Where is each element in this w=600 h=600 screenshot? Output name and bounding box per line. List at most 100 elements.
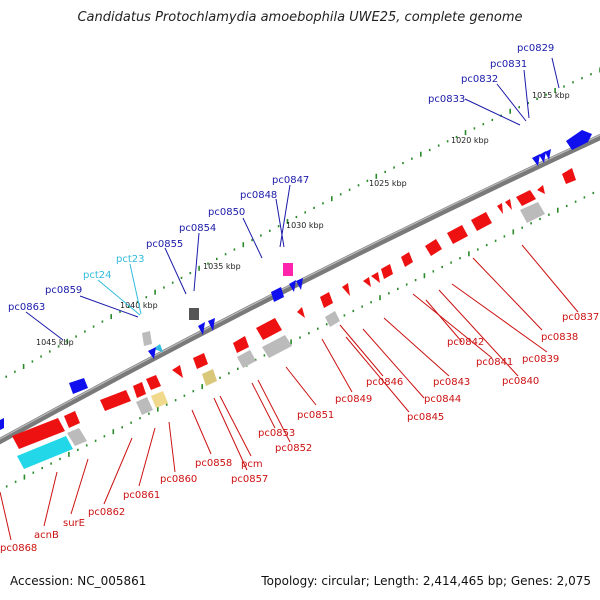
kbp-label-1025: 1025 kbp bbox=[369, 179, 407, 188]
tick-mark bbox=[49, 350, 51, 353]
tick-mark bbox=[304, 211, 306, 214]
tick-mark bbox=[583, 196, 586, 199]
tick-mark bbox=[251, 239, 253, 242]
tick-mark bbox=[103, 435, 106, 438]
tick-mark bbox=[84, 330, 86, 333]
tick-mark bbox=[192, 390, 195, 393]
tick-mark bbox=[402, 162, 404, 165]
tick-mark bbox=[545, 93, 547, 96]
tick-mark bbox=[455, 135, 458, 139]
tick-mark bbox=[308, 332, 310, 335]
gene-label-pc0851: pc0851 bbox=[297, 410, 334, 421]
tick-mark bbox=[57, 345, 60, 348]
tick-mark bbox=[482, 123, 485, 126]
tick-mark bbox=[557, 207, 559, 213]
tick-mark bbox=[269, 229, 271, 232]
tick-mark bbox=[183, 394, 186, 397]
tick-mark bbox=[110, 314, 112, 320]
tick-mark bbox=[397, 287, 399, 290]
tick-mark bbox=[592, 191, 595, 195]
gene-forward bbox=[271, 287, 284, 302]
tick-mark bbox=[237, 367, 239, 370]
tick-mark bbox=[112, 429, 115, 435]
tick-mark bbox=[85, 444, 88, 447]
gene-grey bbox=[262, 335, 292, 358]
gene-label-pc0833: pc0833 bbox=[428, 94, 465, 105]
tick-mark bbox=[554, 88, 556, 93]
leader-lines bbox=[0, 57, 579, 541]
tick-mark bbox=[464, 130, 467, 136]
gene-label-pc0854: pc0854 bbox=[179, 223, 216, 234]
kbp-label-1020: 1020 kbp bbox=[451, 136, 489, 145]
gene-cyan bbox=[17, 436, 73, 469]
gene-forward bbox=[0, 418, 4, 430]
tick-mark bbox=[313, 206, 315, 209]
tick-mark bbox=[352, 309, 355, 313]
kbp-label-1015: 1015 kbp bbox=[532, 91, 570, 100]
tick-mark bbox=[136, 300, 139, 304]
tick-mark bbox=[66, 338, 69, 344]
gene-reverse bbox=[471, 212, 492, 231]
gene-label-pc0847: pc0847 bbox=[272, 175, 309, 186]
tick-mark bbox=[228, 372, 230, 375]
tick-mark bbox=[325, 323, 328, 326]
tick-mark bbox=[423, 273, 426, 279]
gene-label-pc0841: pc0841 bbox=[476, 357, 513, 368]
gene-label-pc0849: pc0849 bbox=[335, 394, 372, 405]
tick-mark bbox=[189, 272, 192, 275]
gene-label-pc0858: pc0858 bbox=[195, 458, 232, 469]
tick-mark bbox=[263, 354, 266, 357]
tick-mark bbox=[563, 85, 565, 88]
gene-label-pc0843: pc0843 bbox=[433, 377, 470, 388]
gene-reverse bbox=[363, 277, 371, 287]
gene-label-pc0846: pc0846 bbox=[366, 377, 403, 388]
tick-mark bbox=[23, 474, 26, 480]
gene-label-pcm: pcm bbox=[241, 459, 263, 470]
gene-forward bbox=[69, 378, 88, 394]
gene-forward bbox=[198, 322, 205, 335]
gene-label-pc0838: pc0838 bbox=[541, 332, 578, 343]
gene-label-pc0855: pc0855 bbox=[146, 239, 183, 250]
gene-label-pct23: pct23 bbox=[116, 254, 145, 265]
tick-mark bbox=[428, 148, 431, 152]
tick-mark bbox=[527, 102, 529, 105]
tick-mark bbox=[277, 225, 280, 228]
kbp-label-1035: 1035 kbp bbox=[203, 262, 241, 271]
tick-mark bbox=[14, 370, 16, 373]
gene-reverse bbox=[447, 225, 468, 244]
tick-mark bbox=[357, 184, 360, 187]
gene-reverse bbox=[193, 353, 208, 369]
tick-mark bbox=[379, 295, 381, 301]
tick-mark bbox=[384, 170, 386, 173]
tick-mark bbox=[121, 426, 123, 429]
accession-text: Accession: NC_005861 bbox=[10, 574, 147, 588]
tick-mark bbox=[485, 244, 488, 247]
tick-mark bbox=[41, 467, 43, 470]
tick-mark bbox=[157, 406, 159, 412]
gene-label-pc0840: pc0840 bbox=[502, 376, 539, 387]
tick-mark bbox=[432, 270, 435, 273]
tick-mark bbox=[468, 251, 470, 257]
tick-mark bbox=[290, 339, 292, 345]
gene-forward bbox=[208, 318, 215, 331]
gene-label-pc0850: pc0850 bbox=[208, 207, 245, 218]
tick-mark bbox=[5, 375, 7, 378]
tick-mark bbox=[233, 248, 236, 251]
tick-mark bbox=[512, 229, 515, 235]
tick-mark bbox=[494, 239, 497, 242]
gene-reverse bbox=[133, 382, 146, 398]
gene-reverse bbox=[64, 411, 80, 428]
tick-mark bbox=[450, 261, 452, 264]
tick-mark bbox=[198, 265, 200, 271]
tick-mark bbox=[473, 127, 476, 130]
gene-label-pc0853: pc0853 bbox=[258, 428, 295, 439]
gene-tan bbox=[151, 391, 168, 408]
gene-label-pc0837: pc0837 bbox=[562, 312, 599, 323]
gene-reverse bbox=[516, 190, 536, 206]
gene-reverse bbox=[342, 283, 350, 296]
tick-mark bbox=[216, 257, 218, 260]
gene-label-pc0832: pc0832 bbox=[461, 74, 498, 85]
kbp-label-1045: 1045 kbp bbox=[36, 338, 74, 347]
tick-mark bbox=[127, 305, 130, 308]
tick-mark bbox=[530, 222, 532, 225]
